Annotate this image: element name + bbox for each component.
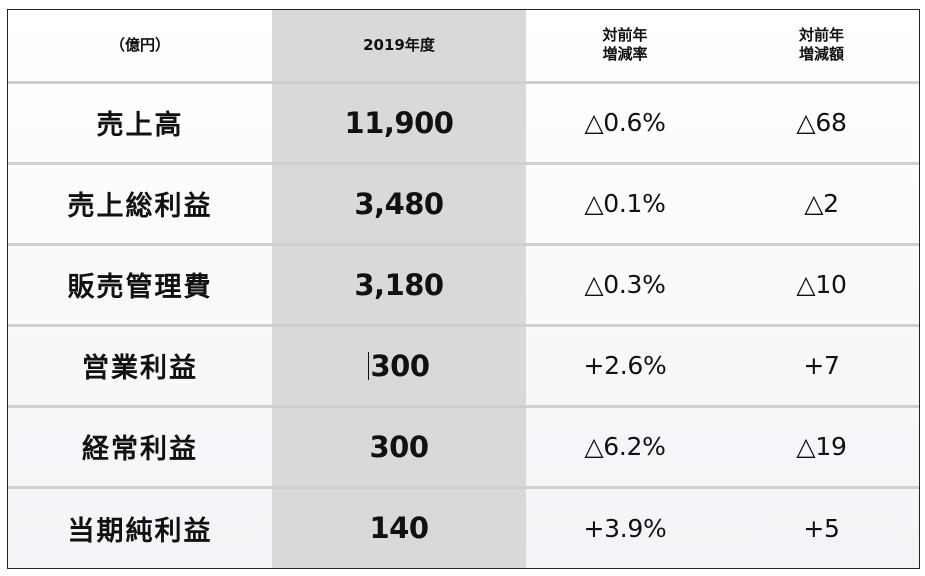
table-row-net-income: 当期純利益 140 +3.9% +5: [8, 487, 919, 568]
table-row-sga-expenses: 販売管理費 3,180 △0.3% △10: [8, 244, 919, 327]
row-value-cell[interactable]: 300: [272, 325, 526, 408]
table-row-gross-profit: 売上総利益 3,480 △0.1% △2: [8, 163, 919, 246]
header-unit: （億円）: [8, 10, 272, 84]
header-amount: 対前年 増減額: [724, 10, 919, 84]
header-rate-line2: 増減率: [602, 45, 648, 64]
row-value: 3,180: [272, 244, 526, 327]
row-rate: △6.2%: [526, 406, 724, 489]
row-rate: +3.9%: [583, 513, 667, 543]
row-value: 140: [369, 511, 429, 546]
table-row-operating-income: 営業利益 300 +2.6% +7: [8, 325, 919, 408]
row-label: 売上総利益: [8, 163, 272, 246]
row-amount: +5: [803, 513, 840, 543]
row-amount: △10: [724, 244, 919, 327]
header-amount-line1: 対前年: [798, 26, 844, 45]
row-value: 11,900: [272, 82, 526, 165]
row-amount: △19: [724, 406, 919, 489]
row-value: 3,480: [272, 163, 526, 246]
row-amount: △2: [724, 163, 919, 246]
row-rate: △0.6%: [526, 82, 724, 165]
table-row-net-sales: 売上高 11,900 △0.6% △68: [8, 82, 919, 165]
row-label: 当期純利益: [67, 515, 213, 547]
row-rate: △0.1%: [526, 163, 724, 246]
row-amount: △68: [724, 82, 919, 165]
row-label: 売上高: [8, 82, 272, 165]
row-label: 営業利益: [8, 325, 272, 408]
table-row-ordinary-income: 経常利益 300 △6.2% △19: [8, 406, 919, 489]
header-unit-label: （億円）: [109, 35, 170, 54]
header-year: 2019年度: [272, 10, 526, 84]
header-rate: 対前年 増減率: [526, 10, 724, 84]
financial-summary-table-container: （億円） 2019年度 対前年 増減率 対前年 増減額 売上高 11,900 △…: [7, 9, 920, 569]
header-amount-line2: 増減額: [798, 45, 844, 64]
row-rate: +2.6%: [526, 325, 724, 408]
row-label: 経常利益: [8, 406, 272, 489]
header-year-label: 2019年度: [363, 35, 435, 54]
row-value: 300: [370, 348, 430, 383]
header-rate-line1: 対前年: [602, 26, 648, 45]
text-cursor: [368, 351, 370, 380]
financial-summary-table: （億円） 2019年度 対前年 増減率 対前年 増減額 売上高 11,900 △…: [8, 10, 919, 568]
row-rate: △0.3%: [526, 244, 724, 327]
row-amount: +7: [724, 325, 919, 408]
table-header-row: （億円） 2019年度 対前年 増減率 対前年 増減額: [8, 10, 919, 84]
row-value: 300: [272, 406, 526, 489]
row-label: 販売管理費: [8, 244, 272, 327]
